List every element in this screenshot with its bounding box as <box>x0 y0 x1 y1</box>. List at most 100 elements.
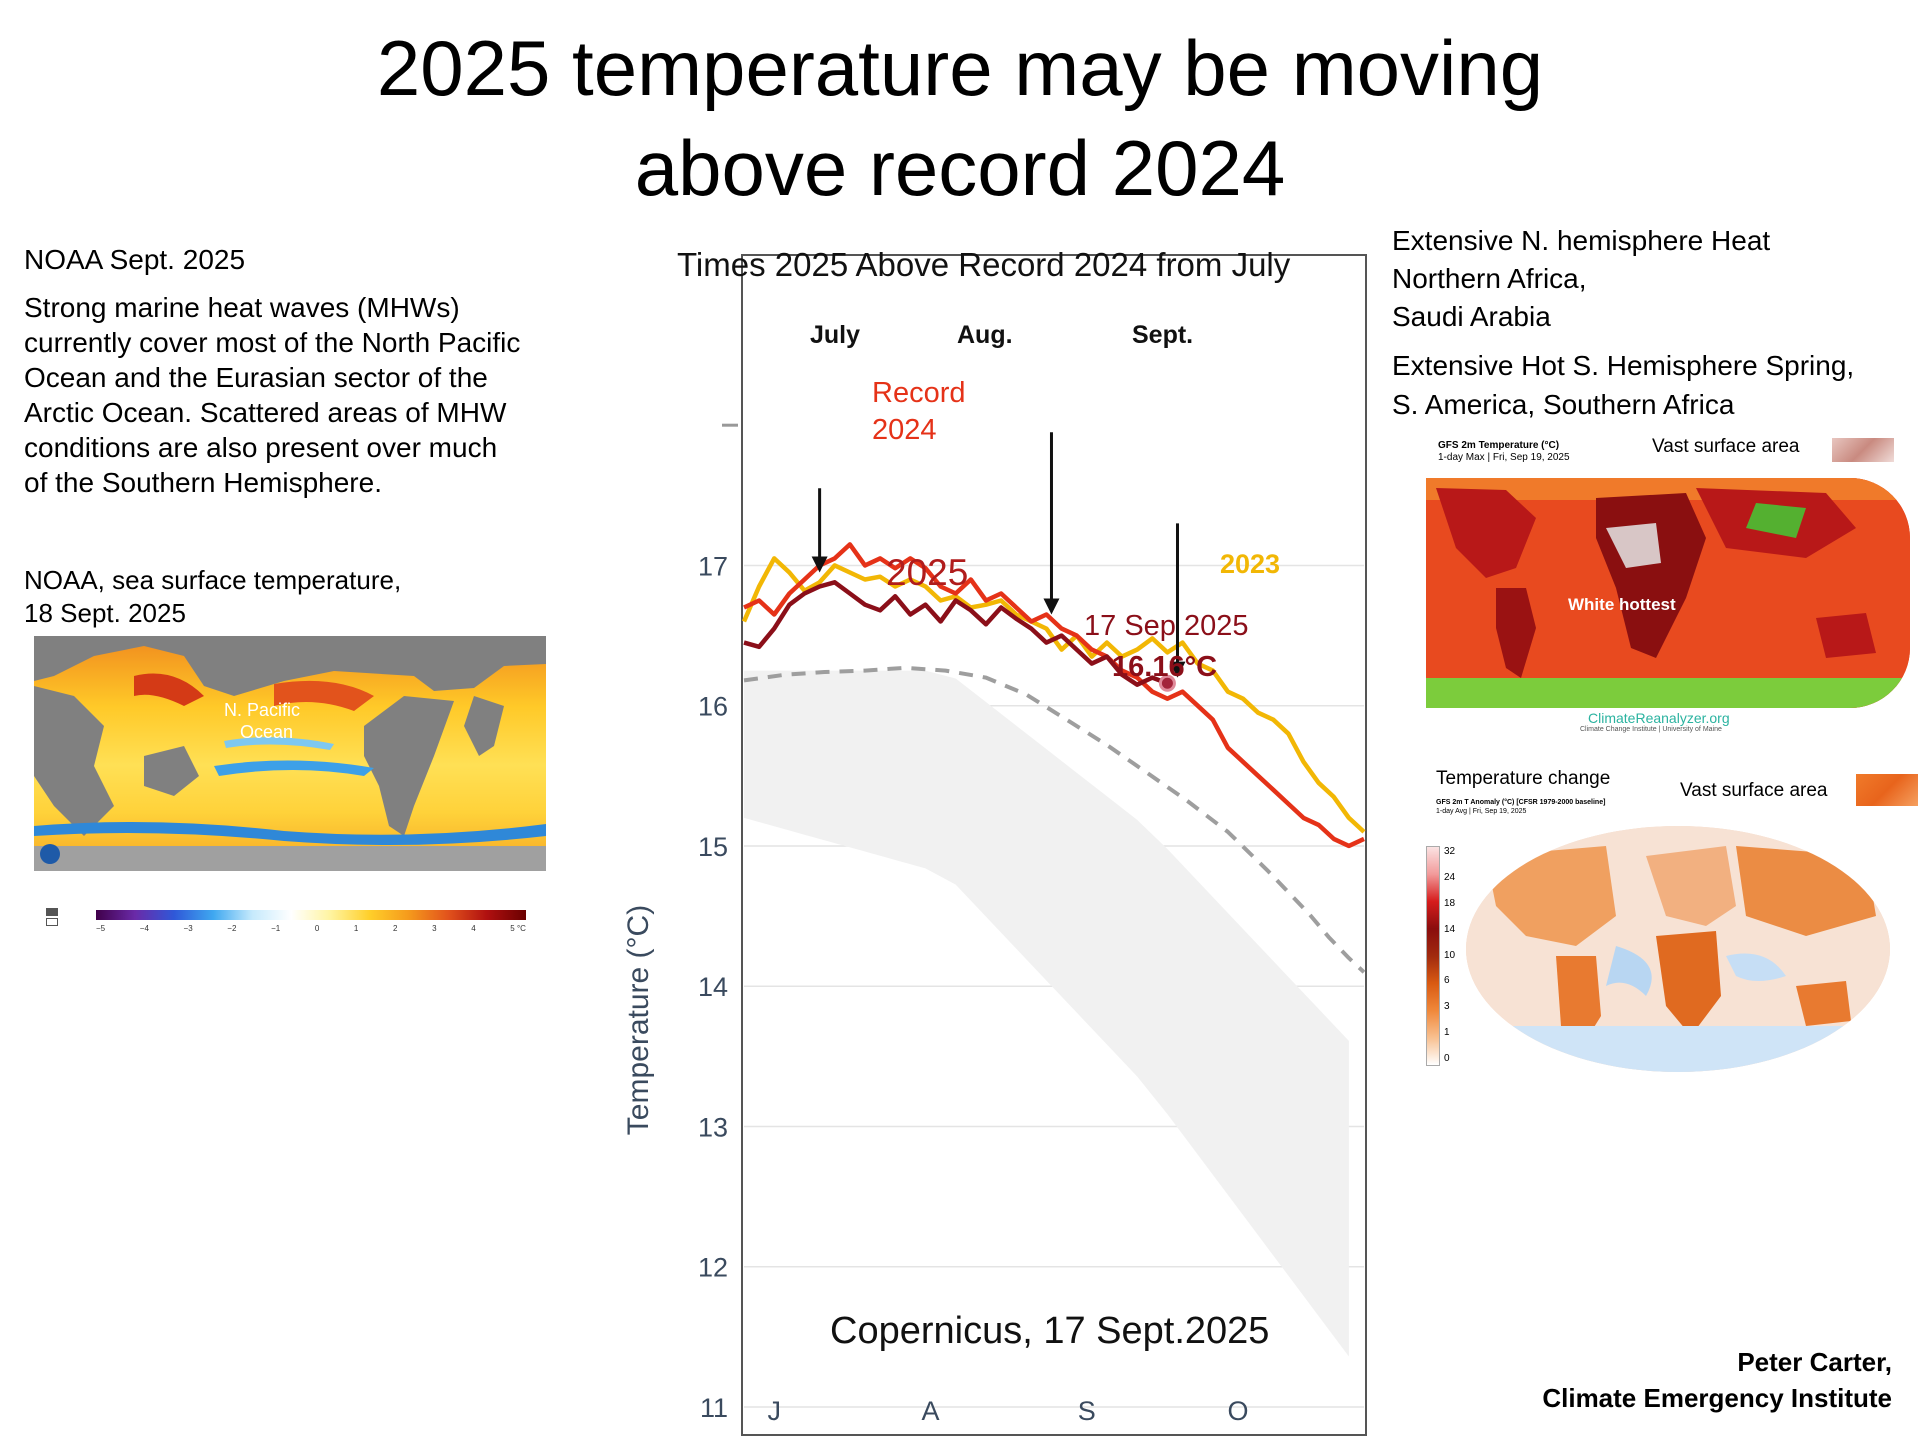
anomaly-legend-bar <box>1426 846 1440 1066</box>
map1-swatch <box>1832 438 1894 462</box>
sst-map-caption: NOAA, sea surface temperature, 18 Sept. … <box>24 564 401 630</box>
map2-title-block: GFS 2m T Anomaly (°C) [CFSR 1979-2000 ba… <box>1436 798 1605 816</box>
heading-line: S. America, Southern Africa <box>1392 389 1735 420</box>
heading-line: Northern Africa, <box>1392 263 1587 294</box>
point-date-label: 17 Sep 2025 <box>1084 610 1248 642</box>
chart-source: Copernicus, 17 Sept.2025 <box>830 1310 1269 1352</box>
noaa-logo-icon <box>40 844 60 864</box>
desc-line: Arctic Ocean. Scattered areas of MHW <box>24 397 507 428</box>
x-tick-label: S <box>1078 1396 1096 1426</box>
y-tick-label: 13 <box>698 1112 728 1142</box>
x-tick-label: O <box>1227 1396 1248 1426</box>
white-hottest-label: White hottest <box>1568 595 1676 614</box>
caption-line: 18 Sept. 2025 <box>24 598 186 628</box>
tick: −4 <box>139 924 149 933</box>
series-lines <box>741 542 1366 1357</box>
map2-title: GFS 2m T Anomaly (°C) [CFSR 1979-2000 ba… <box>1436 799 1606 806</box>
desc-line: Ocean and the Eurasian sector of the <box>24 362 488 393</box>
arrow-head <box>811 556 828 573</box>
tick: 2 <box>393 924 398 933</box>
right-heading-2: Extensive Hot S. Hemisphere Spring, S. A… <box>1392 346 1854 424</box>
sst-color-scale <box>96 910 526 920</box>
arrow-head <box>1043 598 1060 615</box>
legend-tick: 32 <box>1444 846 1456 857</box>
slide-title: 2025 temperature may be moving above rec… <box>0 18 1920 218</box>
anomaly-map <box>1466 826 1890 1072</box>
highlight-point <box>1158 674 1176 692</box>
sst-colorbar-ticks: −5 −4 −3 −2 −1 0 1 2 3 4 5 °C <box>96 924 526 933</box>
climate-reanalyzer-credit: ClimateReanalyzer.org <box>1588 710 1730 726</box>
map2-swatch <box>1856 774 1918 806</box>
label-record: Record <box>872 377 966 409</box>
desc-line: of the Southern Hemisphere. <box>24 467 382 498</box>
legend-tick: 1 <box>1444 1027 1450 1039</box>
point-value-label: 16.16°C <box>1112 651 1217 683</box>
y-tick-label: 17 <box>698 551 728 581</box>
mhw-description: Strong marine heat waves (MHWs) currentl… <box>24 290 564 500</box>
map2-subtitle: 1-day Avg | Fri, Sep 19, 2025 <box>1436 808 1527 815</box>
climate-reanalyzer-subcredit: Climate Change Institute | University of… <box>1580 726 1722 733</box>
month-label-july: July <box>810 321 860 349</box>
tick: 3 <box>432 924 437 933</box>
axis-ticks: 11 12 13 14 15 16 17 J A S O <box>698 551 1249 1426</box>
legend-tick: 24 <box>1444 871 1456 883</box>
credit-org: Climate Emergency Institute <box>1542 1383 1892 1413</box>
month-label-aug: Aug. <box>957 321 1013 349</box>
map2-side-label: Vast surface area <box>1680 780 1828 801</box>
y-tick-label: 16 <box>698 692 728 722</box>
title-line-2: above record 2024 <box>634 124 1286 212</box>
y-tick-label: 12 <box>698 1253 728 1283</box>
right-heading-1: Extensive N. hemisphere Heat Northern Af… <box>1392 222 1770 336</box>
legend-tick: 3 <box>1444 1001 1450 1013</box>
legend-tick: 6 <box>1444 975 1450 987</box>
label-2025: 2025 <box>886 552 968 593</box>
anomaly-map-graphic <box>1466 826 1890 1072</box>
sst-colorbar: −5 −4 −3 −2 −1 0 1 2 3 4 5 °C <box>46 908 536 942</box>
gfs-temp-map: White hottest <box>1426 478 1910 708</box>
y-axis-label: Temperature (°C) <box>622 905 655 1135</box>
label-2023: 2023 <box>1220 549 1280 579</box>
tick: 5 °C <box>510 924 526 933</box>
noaa-source-label: NOAA Sept. 2025 <box>24 244 246 275</box>
heading-line: Extensive Hot S. Hemisphere Spring, <box>1392 350 1855 381</box>
x-tick-label: J <box>767 1396 781 1426</box>
temperature-chart: 11 12 13 14 15 16 17 J A S O Times 2025 Above Reco… <box>622 246 1367 1436</box>
anomaly-legend-ticks: 32 24 18 14 10 6 3 1 0 <box>1444 846 1455 1064</box>
series-line-2025 <box>743 580 1169 687</box>
tick: 4 <box>471 924 476 933</box>
arrow-head <box>1169 661 1186 678</box>
legend-tick: 10 <box>1444 949 1456 961</box>
north-pacific-label: N. Pacific <box>224 700 300 720</box>
tick: 0 <box>314 924 320 933</box>
ice-swatch <box>46 918 58 926</box>
map1-subtitle: 1-day Max | Fri, Sep 19, 2025 <box>1438 452 1570 463</box>
legend-tick: 14 <box>1444 923 1456 935</box>
sst-map-graphic: N. Pacific Ocean <box>34 636 546 891</box>
desc-line: Strong marine heat waves (MHWs) <box>24 292 460 323</box>
y-tick-label: 11 <box>700 1393 728 1423</box>
x-tick-label: A <box>921 1396 939 1426</box>
tick: 1 <box>353 924 359 933</box>
y-tick-label: 14 <box>698 972 728 1002</box>
tick: −1 <box>271 924 281 933</box>
desc-line: conditions are also present over much <box>24 432 498 463</box>
no-data-swatch <box>46 908 58 916</box>
month-label-sept: Sept. <box>1132 321 1193 349</box>
arrows <box>811 432 1186 678</box>
series-line-record-2024 <box>743 542 1365 849</box>
heading-line: Extensive N. hemisphere Heat <box>1392 225 1771 256</box>
map1-side-label: Vast surface area <box>1652 436 1800 457</box>
caption-line: NOAA, sea surface temperature, <box>24 565 402 595</box>
tick: −3 <box>183 924 193 933</box>
credit-name: Peter Carter, <box>1737 1347 1892 1377</box>
chart-title: Times 2025 Above Record 2024 from July <box>677 246 1291 283</box>
label-record-2024: 2024 <box>872 414 937 446</box>
legend-tick: 18 <box>1444 897 1456 909</box>
north-pacific-label-2: Ocean <box>240 722 293 742</box>
y-tick-label: 15 <box>698 832 728 862</box>
title-line-1: 2025 temperature may be moving <box>376 24 1544 112</box>
noaa-sst-map: N. Pacific Ocean <box>34 636 546 891</box>
historical-range-band <box>744 670 1349 1357</box>
tick: −2 <box>227 924 237 933</box>
map2-heading: Temperature change <box>1436 768 1611 789</box>
